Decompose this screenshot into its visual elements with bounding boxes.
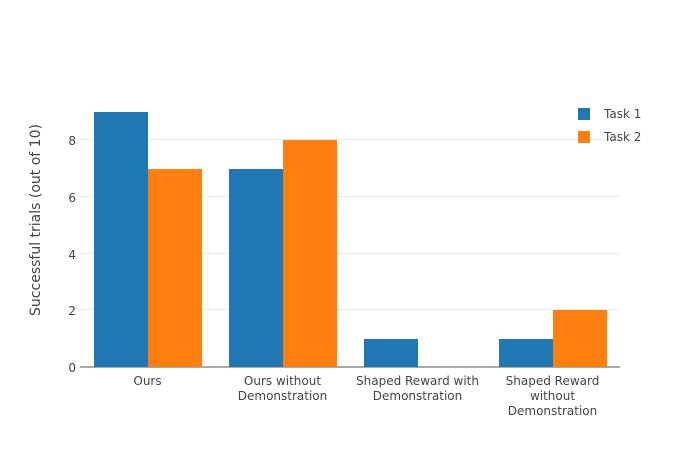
y-tick-label: 0	[68, 361, 76, 375]
gridline	[80, 196, 620, 198]
gridline	[80, 252, 620, 254]
bar-task-2-1	[282, 140, 337, 367]
legend-item-task-2[interactable]: Task 2	[578, 125, 641, 148]
bar-task-1-3	[498, 338, 553, 367]
y-tick-label: 8	[68, 134, 76, 149]
bar-task-1-1	[228, 168, 283, 367]
bar-task-2-3	[552, 310, 607, 367]
bar-task-1-0	[93, 112, 148, 367]
bar-task-2-0	[147, 168, 202, 367]
x-axis-line	[80, 366, 620, 368]
legend-item-task-1[interactable]: Task 1	[578, 102, 641, 125]
y-tick-label: 6	[68, 191, 76, 206]
x-tick-label: Ours	[133, 374, 162, 388]
gridline	[80, 309, 620, 311]
x-tick-label: Ours without Demonstration	[237, 374, 328, 403]
bar-task-1-2	[363, 338, 418, 367]
legend-label: Task 1	[604, 106, 642, 121]
legend-label: Task 2	[604, 129, 642, 144]
gridline	[80, 139, 620, 141]
plot-area	[80, 98, 620, 368]
x-tick-label: Shaped Reward without Demonstration	[505, 374, 600, 418]
legend-swatch-icon	[578, 107, 590, 120]
y-tick-label: 2	[68, 304, 76, 319]
y-tick-label: 4	[68, 247, 76, 262]
legend-swatch-icon	[578, 130, 590, 143]
y-axis-title: Successful trials (out of 10)	[28, 124, 44, 316]
legend: Task 1 Task 2	[578, 102, 641, 148]
x-tick-label: Shaped Reward with Demonstration	[356, 374, 479, 403]
